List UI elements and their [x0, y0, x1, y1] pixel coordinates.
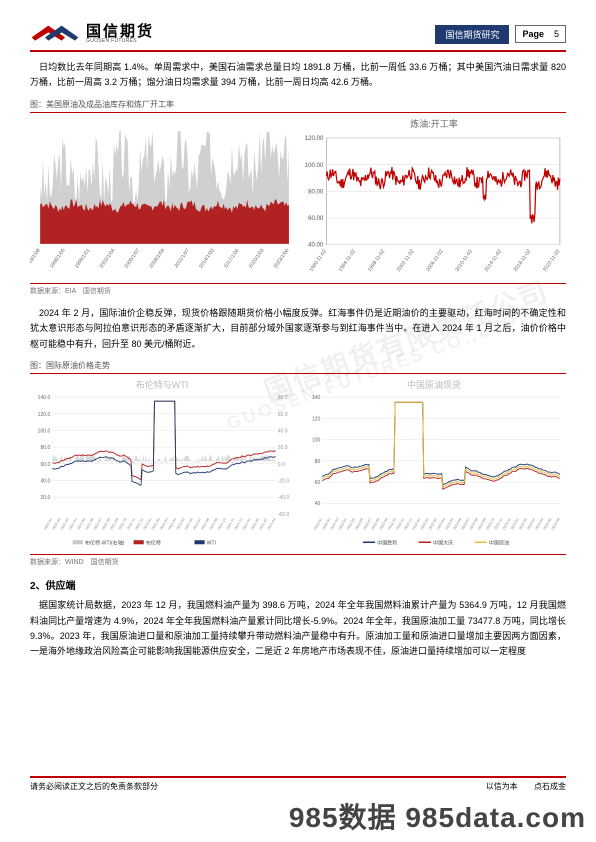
svg-text:40.0: 40.0	[278, 428, 288, 434]
chart2-title: 炼油:开工率	[302, 117, 566, 130]
svg-text:布伦特-WTI(右轴): 布伦特-WTI(右轴)	[85, 539, 125, 546]
svg-text:20.0: 20.0	[40, 495, 50, 501]
footer-disclaimer: 请务必阅读正文之后的免责条款部分	[30, 781, 158, 792]
svg-text:2006-11-02: 2006-11-02	[425, 248, 445, 272]
svg-text:2002-11-02: 2002-11-02	[396, 248, 416, 272]
bottom-watermark: 985数据 985data.com	[289, 796, 586, 836]
svg-text:2020/1/03: 2020/1/03	[248, 247, 266, 269]
svg-text:布伦特: 布伦特	[146, 539, 161, 546]
svg-text:中国原油: 中国原油	[489, 539, 509, 546]
page-footer: 请务必阅读正文之后的免责条款部分 以信为本 点石成金	[30, 776, 566, 792]
svg-text:100.00: 100.00	[305, 161, 324, 168]
svg-text:2008/1/04: 2008/1/04	[148, 247, 166, 269]
figure-label-1: 图：美国原油及成品油库存和炼厂开工率	[30, 99, 566, 113]
svg-text:2017/1/06: 2017/1/06	[223, 247, 241, 269]
svg-text:120: 120	[312, 416, 321, 422]
svg-text:60.00: 60.00	[308, 215, 324, 222]
svg-text:40: 40	[315, 501, 321, 507]
svg-text:-40.0: -40.0	[278, 495, 290, 501]
svg-text:100.0: 100.0	[38, 428, 51, 434]
section-header-supply: 2、供应端	[30, 577, 566, 592]
svg-text:1990-11-02: 1990-11-02	[308, 248, 328, 272]
brand: 国信期货 GUOSEN FUTURES	[30, 22, 154, 46]
svg-text:2018-11-02: 2018-11-02	[513, 248, 533, 272]
chart3-title: 布伦特与WTI	[30, 378, 294, 391]
svg-text:140.0: 140.0	[38, 395, 51, 401]
svg-text:2014-11-02: 2014-11-02	[484, 248, 504, 272]
page-indicator: Page 5	[515, 25, 566, 43]
svg-text:0.0: 0.0	[278, 462, 285, 468]
svg-text:2005/1/07: 2005/1/07	[123, 247, 141, 269]
svg-text:2011/1/07: 2011/1/07	[173, 247, 191, 269]
logo-cn-text: 国信期货	[86, 24, 154, 39]
svg-text:-60.0: -60.0	[278, 512, 290, 518]
svg-text:80.00: 80.00	[308, 188, 324, 195]
svg-text:40.00: 40.00	[308, 241, 324, 248]
svg-text:80.0: 80.0	[40, 445, 50, 451]
svg-text:120.0: 120.0	[38, 412, 51, 418]
chart-us-inventory: 1993/1/08 1996/1/05 1999/1/01 2002/1/04 2005…	[30, 117, 294, 279]
svg-text:2010-11-02: 2010-11-02	[454, 248, 474, 272]
svg-text:20.0: 20.0	[278, 445, 288, 451]
svg-text:2002/1/04: 2002/1/04	[99, 247, 117, 269]
svg-text:中国大庆: 中国大庆	[433, 539, 453, 546]
source-label-1: 数据来源：EIA 国信期货	[30, 283, 566, 296]
svg-text:120.00: 120.00	[305, 135, 324, 142]
svg-text:1993/1/08: 1993/1/08	[30, 247, 42, 269]
chart-china-crude: 中国原油现货 4060801001201402022-012022-022022…	[302, 378, 566, 550]
svg-text:60: 60	[315, 480, 321, 486]
svg-text:40.0: 40.0	[40, 478, 50, 484]
svg-text:中国胜利: 中国胜利	[377, 539, 397, 546]
svg-text:1999/1/01: 1999/1/01	[74, 247, 92, 269]
logo-en-text: GUOSEN FUTURES	[86, 39, 154, 44]
svg-text:1996/1/05: 1996/1/05	[49, 247, 67, 269]
chart-refinery-util: 炼油:开工率 40.00 60.00 80.00 100.00 120.00 1990-1…	[302, 117, 566, 279]
svg-text:100: 100	[312, 437, 321, 443]
svg-text:1994-11-02: 1994-11-02	[338, 248, 358, 272]
svg-text:2023/1/06: 2023/1/06	[273, 247, 291, 269]
svg-text:2022-11-02: 2022-11-02	[542, 248, 562, 272]
svg-text:-20.0: -20.0	[278, 478, 290, 484]
body-paragraph-1: 日均数比去年同期高 1.4%。单周需求中，美国石油需求总量日均 1891.8 万…	[30, 60, 566, 91]
research-badge: 国信期货研究	[435, 25, 509, 44]
source-label-2: 数据来源：WIND 国信期货	[30, 554, 566, 567]
figure-label-2: 图：国际原油价格走势	[30, 360, 566, 374]
footer-motto-1: 以信为本	[486, 782, 518, 791]
svg-text:60.0: 60.0	[40, 462, 50, 468]
svg-text:80: 80	[315, 459, 321, 465]
guosen-logo-icon	[30, 22, 80, 46]
page-header: 国信期货 GUOSEN FUTURES 国信期货研究 Page 5	[30, 22, 566, 52]
body-paragraph-3: 据国家统计局数据，2023 年 12 月，我国燃料油产量为 398.6 万吨，2…	[30, 598, 566, 659]
svg-text:WTI: WTI	[207, 540, 216, 546]
footer-motto-2: 点石成金	[534, 782, 566, 791]
chart-row-1: 1993/1/08 1996/1/05 1999/1/01 2002/1/04 2005…	[30, 117, 566, 279]
svg-text:1998-11-02: 1998-11-02	[367, 248, 387, 272]
svg-text:2014/1/03: 2014/1/03	[198, 247, 216, 269]
